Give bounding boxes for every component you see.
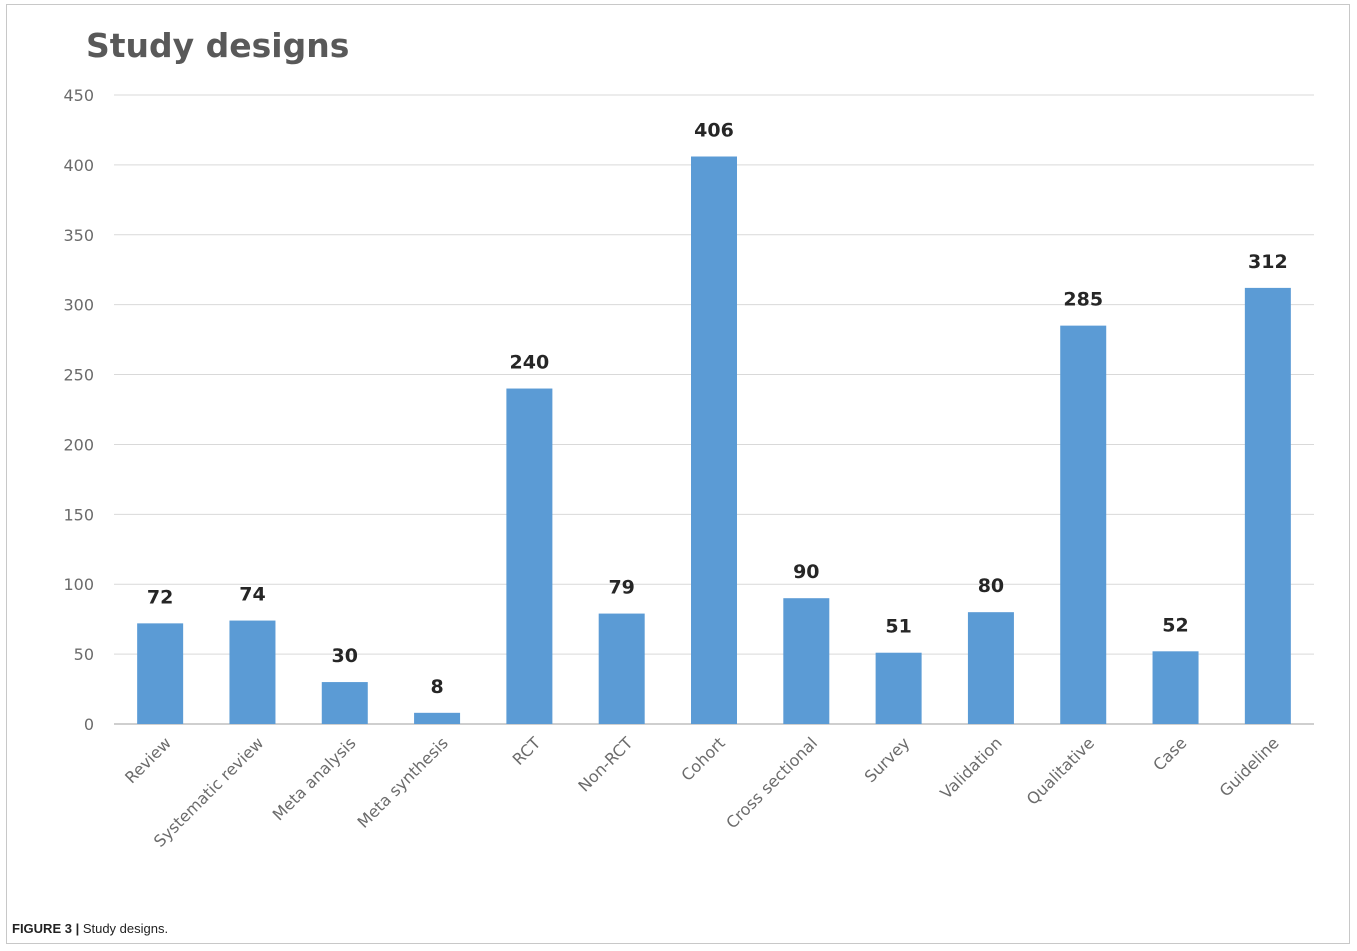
category-label: Qualitative (1023, 733, 1098, 808)
bar (1060, 325, 1107, 724)
bar (1244, 287, 1291, 724)
category-label: Case (1149, 733, 1190, 774)
data-label: 80 (978, 575, 1004, 597)
data-label: 30 (332, 645, 358, 667)
y-tick-label: 50 (74, 645, 94, 664)
data-label: 285 (1063, 289, 1103, 311)
data-label: 51 (885, 616, 911, 638)
y-axis-ticks: 0 50 100 150 200 250 300 350 400 450 (63, 86, 94, 734)
bar (691, 156, 737, 725)
bar (414, 712, 461, 724)
y-tick-label: 200 (63, 435, 94, 454)
data-label: 52 (1162, 614, 1188, 636)
data-labels: 72 74 30 8 240 79 406 90 51 80 285 52 312 (147, 120, 1288, 698)
bar (321, 682, 368, 724)
bar (783, 598, 830, 724)
category-label: Guideline (1216, 733, 1283, 800)
data-label: 8 (430, 676, 443, 698)
data-label: 406 (694, 120, 734, 142)
category-label: Cross sectional (722, 733, 821, 832)
chart-title: Study designs (86, 26, 350, 65)
data-label: 240 (510, 352, 550, 374)
category-label: RCT (509, 733, 545, 769)
bar (229, 620, 276, 724)
bar (967, 612, 1014, 724)
y-tick-label: 450 (63, 86, 94, 105)
data-label: 312 (1248, 251, 1288, 273)
caption-text: Study designs. (79, 921, 169, 936)
category-label: Validation (936, 733, 1005, 802)
category-label: Meta synthesis (354, 733, 452, 831)
figure-caption: FIGURE 3 | Study designs. (12, 921, 168, 936)
y-tick-label: 150 (63, 505, 94, 524)
y-tick-label: 250 (63, 366, 94, 385)
category-label: Cohort (677, 733, 728, 784)
category-label: Non-RCT (574, 733, 636, 795)
data-label: 79 (608, 577, 634, 599)
bar (137, 623, 184, 724)
y-tick-label: 350 (63, 226, 94, 245)
y-tick-label: 400 (63, 156, 94, 175)
bar (506, 388, 553, 724)
category-label: Survey (861, 733, 914, 786)
category-label: Review (121, 733, 175, 787)
figure-frame (6, 4, 1350, 944)
y-tick-label: 0 (84, 715, 94, 734)
caption-label: FIGURE 3 | (12, 921, 80, 936)
y-tick-label: 300 (63, 296, 94, 315)
bar (875, 652, 922, 724)
bar (1152, 651, 1199, 724)
data-label: 90 (793, 561, 819, 583)
data-label: 74 (239, 584, 265, 606)
data-label: 72 (147, 586, 173, 608)
category-label: Meta analysis (269, 733, 360, 824)
bars (137, 156, 1291, 725)
y-tick-label: 100 (63, 575, 94, 594)
bar (598, 613, 645, 724)
